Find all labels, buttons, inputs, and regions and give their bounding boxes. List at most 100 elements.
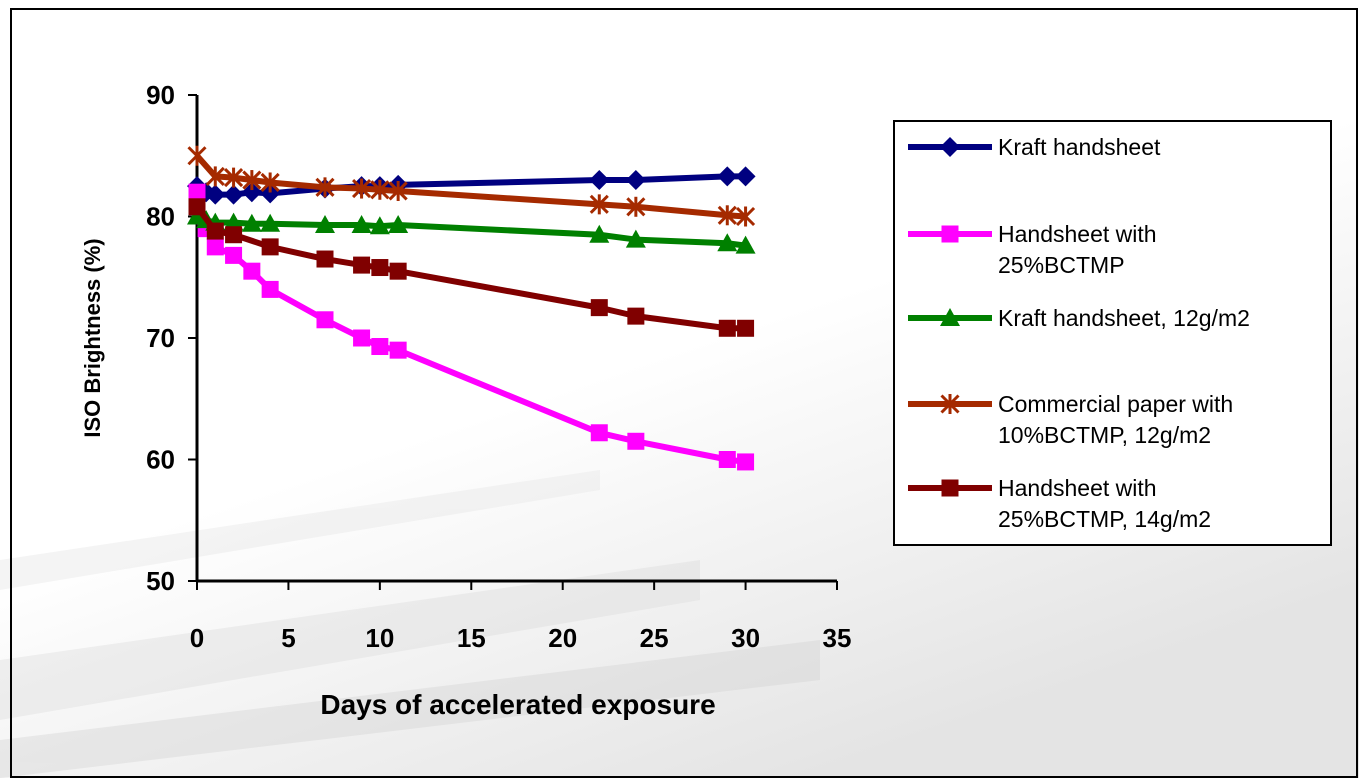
data-point bbox=[352, 178, 372, 199]
y-axis-title: ISO Brightness (%) bbox=[80, 238, 105, 437]
x-tick-label: 20 bbox=[548, 623, 577, 653]
background-streaks bbox=[0, 470, 820, 778]
data-point bbox=[589, 170, 610, 191]
data-point bbox=[188, 183, 206, 201]
y-tick-label: 80 bbox=[146, 202, 175, 232]
data-point bbox=[370, 179, 390, 200]
legend-item-5: Handsheet with 25%BCTMP, 14g/m2 bbox=[908, 475, 1211, 532]
data-point bbox=[627, 432, 645, 450]
x-tick-label: 30 bbox=[731, 623, 760, 653]
legend-label: 25%BCTMP, 14g/m2 bbox=[998, 506, 1211, 532]
legend-label: Commercial paper with bbox=[998, 391, 1233, 417]
legend-item-3: Kraft handsheet, 12g/m2 bbox=[908, 305, 1250, 331]
legend-marker bbox=[941, 479, 959, 497]
data-point bbox=[243, 262, 261, 280]
legend: Kraft handsheet Handsheet with 25%BCTMP Kra… bbox=[893, 120, 1332, 546]
data-point bbox=[625, 229, 646, 248]
series-layer bbox=[187, 145, 756, 471]
data-point bbox=[589, 194, 609, 215]
data-point bbox=[188, 198, 206, 216]
data-point bbox=[718, 451, 736, 468]
data-point bbox=[369, 216, 390, 235]
y-tick-label: 70 bbox=[146, 323, 175, 353]
data-point bbox=[717, 233, 738, 252]
data-point bbox=[735, 166, 756, 187]
data-point bbox=[260, 172, 280, 193]
series-4 bbox=[187, 145, 756, 227]
data-point bbox=[590, 424, 608, 442]
data-point bbox=[589, 224, 610, 243]
x-tick-label: 25 bbox=[640, 623, 669, 653]
data-point bbox=[353, 329, 371, 347]
data-point bbox=[225, 246, 243, 264]
data-point bbox=[316, 311, 334, 329]
data-point bbox=[737, 319, 755, 337]
legend-label: Kraft handsheet, 12g/m2 bbox=[998, 305, 1250, 331]
x-tick-label: 0 bbox=[190, 623, 204, 653]
data-point bbox=[205, 166, 225, 187]
legend-item-4: Commercial paper with 10%BCTMP, 12g/m2 bbox=[908, 391, 1233, 448]
data-point bbox=[315, 177, 335, 198]
data-point bbox=[261, 280, 279, 298]
data-point bbox=[351, 215, 372, 234]
x-tick-label: 15 bbox=[457, 623, 486, 653]
data-point bbox=[388, 180, 408, 201]
data-point bbox=[224, 167, 244, 188]
data-point bbox=[225, 226, 243, 244]
data-point bbox=[736, 206, 756, 227]
data-point bbox=[371, 259, 389, 277]
data-point bbox=[737, 453, 755, 471]
legend-items: Kraft handsheet Handsheet with 25%BCTMP Kra… bbox=[908, 134, 1250, 532]
y-tick-label: 50 bbox=[146, 566, 175, 596]
data-point bbox=[388, 215, 409, 234]
legend-box bbox=[893, 120, 1332, 546]
data-point bbox=[187, 145, 207, 166]
data-point bbox=[223, 212, 244, 231]
legend-label: Handsheet with bbox=[998, 475, 1157, 501]
data-point bbox=[205, 184, 226, 205]
data-point bbox=[371, 338, 389, 356]
data-point bbox=[316, 250, 334, 268]
data-point bbox=[242, 170, 262, 191]
series-2 bbox=[188, 183, 755, 471]
data-point bbox=[315, 215, 335, 234]
legend-marker bbox=[940, 394, 960, 414]
y-tick-label: 90 bbox=[146, 80, 175, 110]
data-point bbox=[718, 319, 736, 337]
x-axis-title: Days of accelerated exposure bbox=[320, 689, 715, 720]
legend-item-2: Handsheet with 25%BCTMP bbox=[908, 221, 1157, 278]
legend-label: 10%BCTMP, 12g/m2 bbox=[998, 422, 1211, 448]
data-point bbox=[590, 299, 608, 317]
legend-label: 25%BCTMP bbox=[998, 252, 1125, 278]
x-tick-label: 10 bbox=[365, 623, 394, 653]
data-point bbox=[206, 222, 224, 240]
x-tick-label: 5 bbox=[281, 623, 295, 653]
data-point bbox=[261, 238, 279, 256]
data-point bbox=[241, 213, 262, 232]
legend-marker bbox=[940, 137, 960, 157]
data-point bbox=[627, 307, 645, 325]
legend-label: Handsheet with bbox=[998, 221, 1157, 247]
data-point bbox=[625, 170, 646, 191]
series-5 bbox=[188, 198, 755, 337]
data-point bbox=[717, 205, 737, 226]
data-point bbox=[735, 235, 756, 254]
legend-label: Kraft handsheet bbox=[998, 134, 1161, 160]
data-point bbox=[626, 196, 646, 217]
x-tick-label: 35 bbox=[823, 623, 852, 653]
y-ticks: 50 60 70 80 90 bbox=[146, 80, 197, 596]
data-point bbox=[389, 341, 407, 359]
legend-marker bbox=[940, 308, 960, 326]
data-point bbox=[389, 262, 407, 280]
data-point bbox=[241, 182, 262, 203]
chart-border bbox=[10, 8, 1358, 778]
legend-item-1: Kraft handsheet bbox=[908, 134, 1161, 160]
x-ticks: 0 5 10 15 20 25 30 35 bbox=[190, 581, 852, 653]
data-point bbox=[206, 238, 224, 256]
data-point bbox=[223, 184, 244, 205]
data-point bbox=[353, 256, 371, 274]
data-point bbox=[260, 213, 281, 232]
legend-marker bbox=[941, 225, 959, 243]
